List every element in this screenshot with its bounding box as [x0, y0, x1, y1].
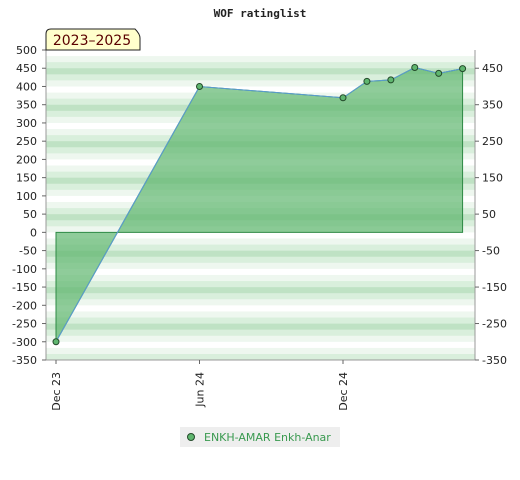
- legend-marker: [187, 433, 195, 441]
- right-tick-label: 250: [482, 135, 503, 148]
- right-tick-label: 350: [482, 99, 503, 112]
- data-point: [411, 64, 419, 72]
- background-band: [46, 86, 475, 93]
- background-band: [46, 232, 475, 239]
- right-tick-label: -150: [482, 281, 507, 294]
- background-band: [46, 329, 475, 337]
- left-tick-label: 300: [16, 117, 37, 130]
- data-point: [459, 65, 467, 73]
- left-tick-label: 200: [16, 153, 37, 166]
- left-tick-label: 150: [16, 172, 37, 185]
- x-tick-label: Dec 24: [337, 372, 350, 411]
- left-tick-label: 450: [16, 62, 37, 75]
- left-tick-label: -200: [12, 299, 37, 312]
- background-band: [46, 323, 475, 330]
- right-tick-label: -250: [482, 318, 507, 331]
- background-band: [46, 287, 475, 294]
- year-badge-text: 2023–2025: [53, 33, 131, 49]
- background-band: [46, 293, 475, 300]
- background-band: [46, 250, 475, 258]
- legend-label: ENKH-AMAR Enkh-Anar: [204, 430, 331, 444]
- data-point: [196, 82, 203, 90]
- background-band: [46, 244, 475, 251]
- left-tick-label: -100: [12, 263, 37, 276]
- background-band: [46, 347, 475, 355]
- right-tick-label: 450: [482, 62, 503, 75]
- legend: ENKH-AMAR Enkh-Anar: [180, 427, 340, 447]
- background-band: [46, 50, 475, 57]
- left-tick-label: -300: [12, 336, 37, 349]
- background-band: [46, 317, 475, 324]
- background-band: [46, 335, 475, 343]
- points-layer: [52, 64, 467, 346]
- left-tick-label: 50: [23, 208, 37, 221]
- background-band: [46, 274, 475, 282]
- background-band: [46, 341, 475, 349]
- background-band: [46, 80, 475, 87]
- left-tick-label: 400: [16, 80, 37, 93]
- background-band: [46, 238, 475, 245]
- background-band: [46, 299, 475, 306]
- background-band: [46, 305, 475, 312]
- right-tick-label: 150: [482, 172, 503, 185]
- left-tick-label: 0: [30, 226, 37, 239]
- right-tick-label: -50: [482, 245, 500, 258]
- background-band: [46, 311, 475, 318]
- x-tick-label: Jun 24: [194, 372, 207, 408]
- background-band: [46, 74, 475, 81]
- background-band: [46, 256, 475, 264]
- data-point: [435, 69, 443, 77]
- data-point: [387, 76, 395, 84]
- x-tick-label: Dec 23: [50, 372, 63, 411]
- background-band: [46, 56, 475, 63]
- left-tick-label: 500: [16, 44, 37, 57]
- left-tick-label: 350: [16, 99, 37, 112]
- right-tick-label: 50: [482, 208, 496, 221]
- background-band: [46, 354, 475, 361]
- background-band: [46, 262, 475, 270]
- background-band: [46, 268, 475, 276]
- chart-title: WOF ratinglist: [214, 7, 307, 20]
- axes: 500450400350300250200150100500-50-100-15…: [12, 44, 507, 411]
- background-band: [46, 281, 475, 288]
- left-tick-label: -250: [12, 318, 37, 331]
- year-badge: 2023–2025: [45, 28, 141, 51]
- left-tick-label: -150: [12, 281, 37, 294]
- left-tick-label: 250: [16, 135, 37, 148]
- left-tick-label: -350: [12, 354, 37, 367]
- background-band: [46, 68, 475, 75]
- data-point: [339, 94, 347, 102]
- left-tick-label: 100: [16, 190, 37, 203]
- background-band: [46, 62, 475, 69]
- data-point: [52, 338, 60, 346]
- left-tick-label: -50: [19, 245, 37, 258]
- series-line: [55, 66, 463, 343]
- data-point: [363, 77, 371, 85]
- right-tick-label: -350: [482, 354, 507, 367]
